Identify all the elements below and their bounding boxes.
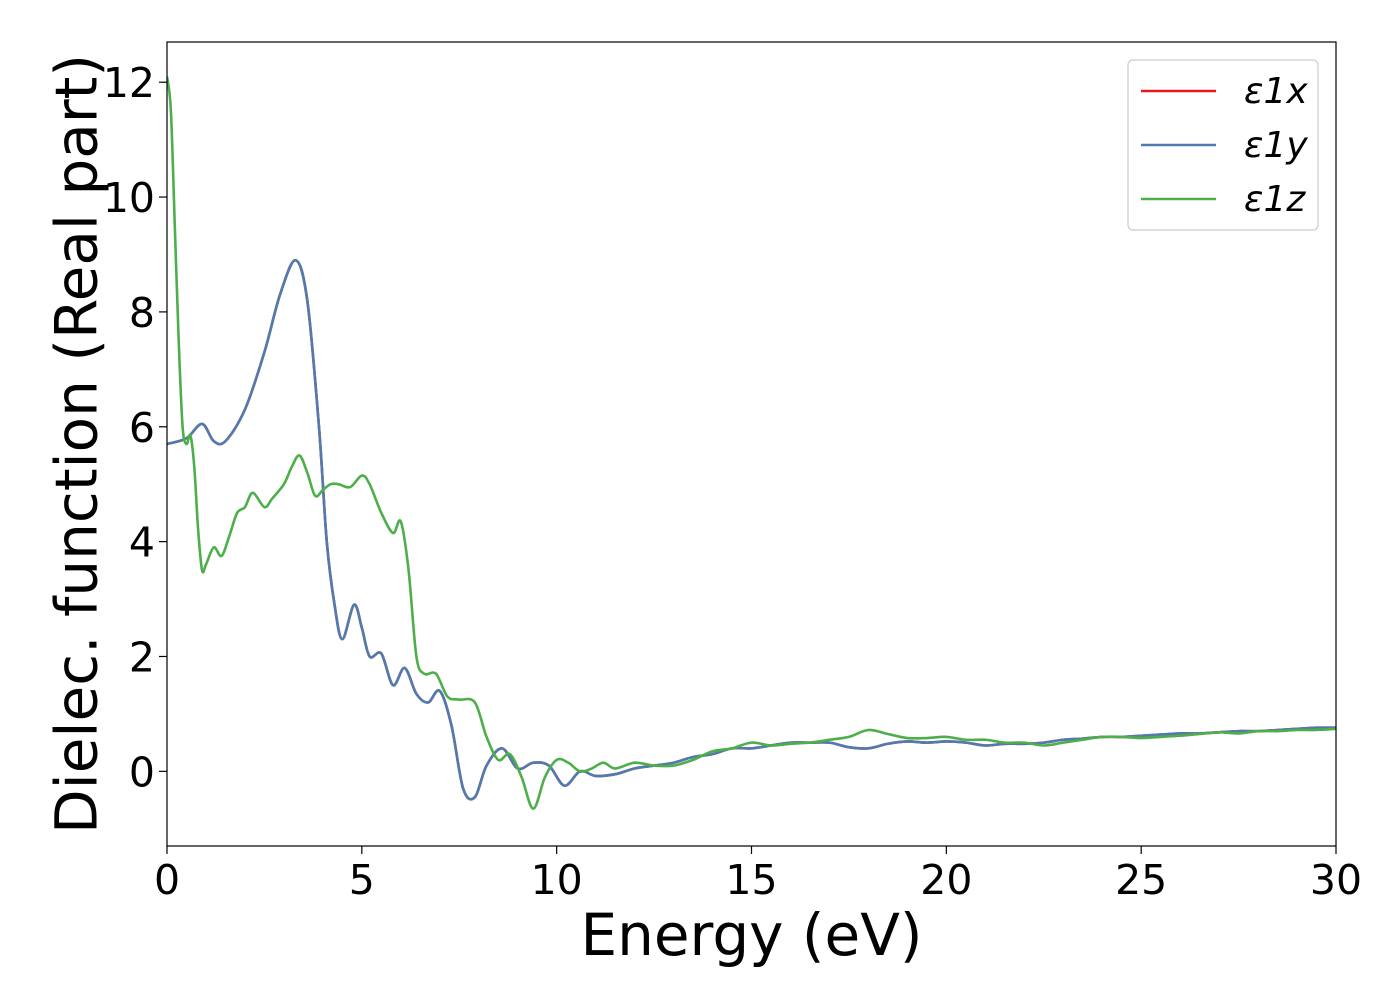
x-tick-label: 25	[1115, 856, 1167, 904]
y-tick-label: 4	[129, 519, 155, 567]
x-tick-label: 15	[725, 856, 777, 904]
series-line-1	[167, 258, 1336, 801]
y-tick-label: 0	[129, 748, 155, 796]
x-axis-ticks: 0 5 10 15 20 25 30	[154, 846, 1362, 904]
series-line-2	[167, 258, 1336, 801]
legend: ε1x ε1y ε1z	[1127, 59, 1319, 231]
legend-label: ε1y	[1244, 125, 1308, 166]
x-tick-label: 0	[154, 856, 180, 904]
y-tick-label: 10	[103, 174, 155, 222]
y-tick-label: 6	[129, 404, 155, 452]
series-line-3	[167, 76, 1336, 810]
series-layer	[167, 76, 1336, 810]
x-tick-label: 10	[531, 856, 583, 904]
y-tick-label: 2	[129, 633, 155, 681]
x-tick-label: 20	[920, 856, 972, 904]
legend-label: ε1x	[1244, 71, 1308, 112]
y-tick-label: 12	[103, 59, 155, 107]
y-axis-label: Dielec. function (Real part)	[42, 54, 110, 834]
x-tick-label: 5	[349, 856, 375, 904]
legend-label: ε1z	[1244, 179, 1306, 220]
x-tick-label: 30	[1310, 856, 1362, 904]
y-axis-ticks: 0 2 4 6 8 10 12	[103, 59, 167, 796]
legend-box	[1127, 59, 1319, 231]
x-axis-label: Energy (eV)	[580, 901, 922, 969]
y-tick-label: 8	[129, 289, 155, 337]
